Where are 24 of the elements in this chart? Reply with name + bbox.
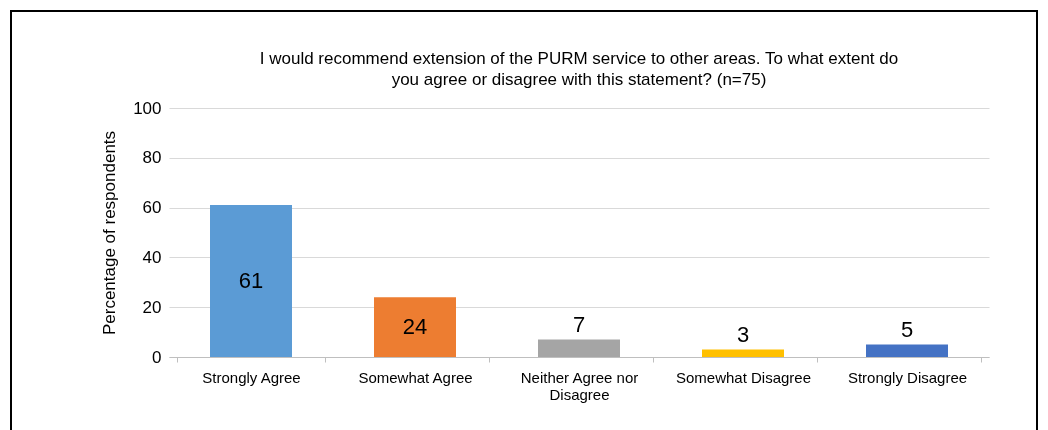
x-tick-label: Neither Agree nor Disagree: [520, 368, 639, 403]
bar: [866, 344, 948, 357]
y-tick-label: 40: [142, 247, 162, 267]
data-label: 5: [900, 316, 914, 342]
data-label: 61: [238, 268, 264, 294]
text: you agree or disagree with this statement? (n=75): [391, 70, 767, 89]
text: I would recommend extension of the PURM service to other areas. To what extent do: [259, 49, 899, 68]
bar: [702, 349, 784, 357]
bar: [538, 339, 620, 357]
y-tick-label: 100: [133, 98, 162, 118]
y-axis-title: Percentage of respondents: [100, 130, 120, 336]
data-label: 24: [402, 314, 428, 340]
x-tick-label: Strongly Disagree: [847, 368, 968, 386]
bar: [374, 297, 456, 357]
y-tick-label: 20: [142, 297, 162, 317]
y-tick-label: 60: [142, 198, 162, 218]
x-tick-label: Somewhat Agree: [358, 368, 473, 386]
bar: [210, 205, 292, 357]
x-tick-label: Strongly Agree: [202, 368, 301, 386]
data-label: 3: [736, 321, 750, 347]
y-tick-label: 0: [152, 347, 162, 367]
x-tick-label: Somewhat Disagree: [675, 368, 812, 386]
y-tick-label: 80: [142, 148, 162, 168]
data-label: 7: [572, 311, 586, 337]
